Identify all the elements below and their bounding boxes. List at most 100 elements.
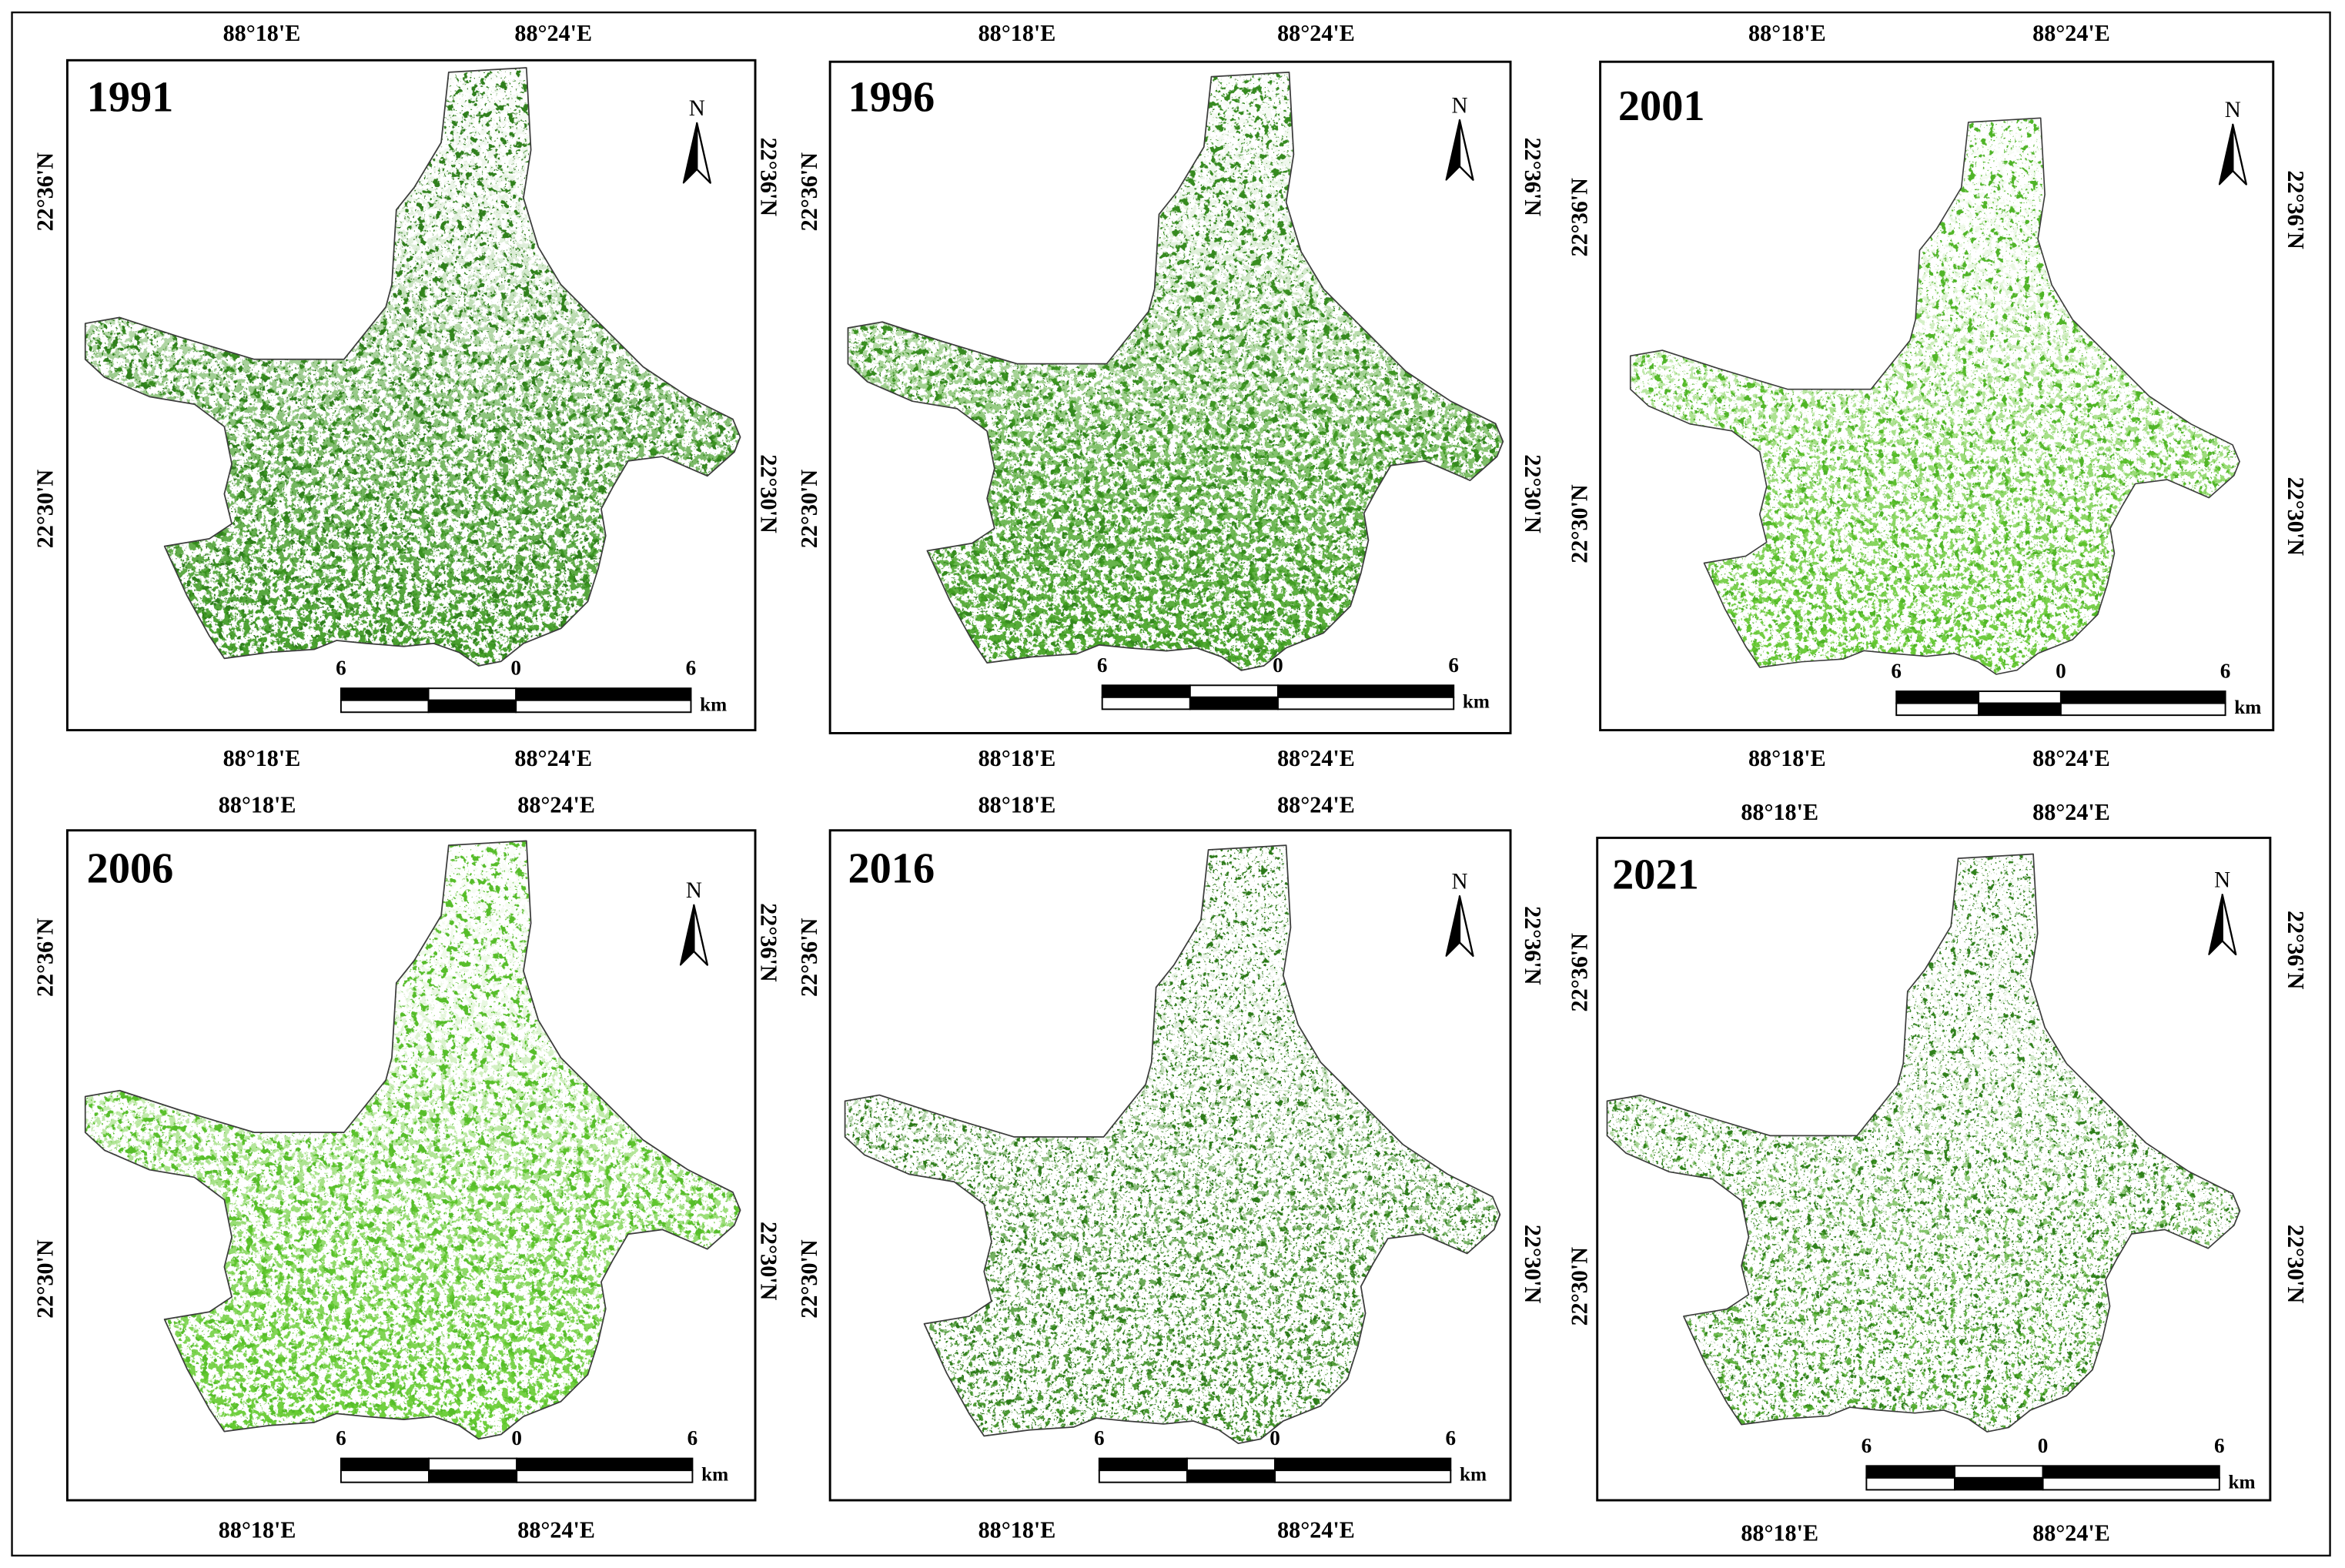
latitude-label-left: 22°30'N [1566, 1247, 1592, 1326]
longitude-label-top: 88°18'E [223, 20, 301, 46]
scale-bar-segment [1098, 1457, 1188, 1472]
north-arrow-icon [1445, 895, 1474, 958]
longitude-label-bottom: 88°18'E [978, 1517, 1056, 1543]
scale-bar-segment [2042, 1476, 2220, 1491]
north-arrow-label: N [689, 96, 705, 121]
scale-bar-segment [1189, 696, 1279, 710]
map-panel-1991: 1991 88°18'E 88°18'E 22°36'N 22°36'N 88°24'E 8… [32, 20, 781, 771]
longitude-label-top: 88°18'E [978, 791, 1056, 817]
scale-bar: 6 0 6km [1094, 1426, 1487, 1486]
north-arrow: N [2218, 98, 2247, 186]
latitude-label-left: 22°30'N [32, 1239, 58, 1319]
scale-bar-segment [1186, 1457, 1276, 1472]
longitude-label-bottom: 88°24'E [1277, 1517, 1355, 1543]
latitude-label-left: 22°30'N [32, 470, 58, 549]
scale-bar: 6 0 6km [336, 657, 727, 716]
scale-bar-segment [1101, 684, 1191, 698]
scale-bar-segment [1865, 1465, 1955, 1479]
scale-bar-label: 6 [2220, 660, 2231, 683]
longitude-label-top: 88°18'E [1748, 20, 1826, 46]
scale-bar-segment [516, 1469, 694, 1483]
scale-bar-segment [340, 1457, 430, 1472]
north-arrow-icon [679, 904, 709, 966]
scale-bar-segment [340, 687, 430, 701]
scale-bar-label: 6 [336, 657, 346, 680]
scale-bar-segment [340, 699, 430, 714]
scale-bar-segment [1865, 1476, 1955, 1491]
latitude-label-right: 22°36'N [1520, 906, 1546, 985]
scale-bar-segment [515, 699, 692, 714]
north-arrow-label: N [686, 878, 702, 903]
latitude-label-right: 22°30'N [1520, 1225, 1546, 1304]
north-arrow-icon [2208, 894, 2237, 956]
scale-bar-segment [427, 687, 517, 701]
map-panel-2016: 2016 88°18'E 88°18'E 22°36'N 22°36'N 88°24'E 8… [796, 791, 1546, 1543]
latitude-label-right: 22°36'N [755, 903, 781, 982]
scale-bar-unit: km [2228, 1471, 2255, 1493]
scale-bar-segment [1895, 690, 1980, 704]
year-label: 1996 [848, 73, 935, 121]
longitude-label-top: 88°18'E [1741, 799, 1818, 825]
scale-bar-label: 6 [686, 657, 697, 680]
scale-bar: 6 0 6km [336, 1426, 728, 1486]
latitude-label-right: 22°36'N [2283, 911, 2309, 990]
north-arrow-icon [1445, 119, 1474, 181]
scale-bar-segment [516, 1457, 694, 1472]
latitude-label-left: 22°36'N [796, 152, 822, 232]
scale-bar-label: 6 [687, 1426, 698, 1449]
scale-bar-segment [427, 699, 517, 714]
map-panel-2006: 2006 88°18'E 88°18'E 22°36'N 22°36'N 88°24'E 8… [32, 791, 781, 1543]
scale-bar-segment [1954, 1465, 2044, 1479]
study-area-boundary [84, 840, 741, 1440]
latitude-label-right: 22°30'N [755, 454, 781, 533]
latitude-label-left: 22°36'N [796, 918, 822, 997]
scale-bar-segment [1101, 696, 1191, 710]
longitude-label-top: 88°18'E [978, 20, 1056, 46]
scale-bar-segment [1276, 696, 1455, 710]
longitude-label-bottom: 88°18'E [219, 1517, 296, 1543]
scale-bar-unit: km [1460, 1464, 1487, 1486]
latitude-label-right: 22°30'N [2283, 477, 2309, 557]
study-area-boundary [84, 67, 741, 667]
scale-bar: 6 0 6km [1097, 654, 1490, 713]
scale-bar-segment [2042, 1465, 2220, 1479]
latitude-label-left: 22°36'N [32, 918, 58, 997]
latitude-label-right: 22°30'N [755, 1222, 781, 1301]
latitude-label-right: 22°30'N [2283, 1225, 2309, 1304]
longitude-label-top: 88°24'E [1277, 20, 1355, 46]
scale-bar-segment [1978, 702, 2062, 717]
longitude-label-bottom: 88°18'E [1748, 745, 1826, 771]
longitude-label-bottom: 88°24'E [2032, 1520, 2110, 1546]
map-panel-2001: 2001 88°18'E 88°18'E 22°36'N 22°36'N 88°24'E 8… [1566, 20, 2309, 771]
north-arrow: N [682, 96, 711, 184]
north-arrow-label: N [1451, 869, 1467, 894]
scale-bar-label: 6 [1862, 1434, 1872, 1457]
scale-bar-label: 6 [2214, 1434, 2225, 1457]
scale-bar: 6 0 6km [1891, 660, 2261, 719]
year-label: 2006 [87, 845, 174, 893]
study-area-boundary [1606, 853, 2241, 1433]
north-arrow-label: N [2225, 98, 2241, 122]
latitude-label-left: 22°36'N [1566, 933, 1592, 1012]
scale-bar-segment [1274, 1457, 1452, 1472]
study-area-boundary [847, 71, 1504, 671]
year-label: 2021 [1612, 851, 1699, 898]
longitude-label-bottom: 88°18'E [223, 745, 301, 771]
scale-bar-label: 6 [1448, 654, 1459, 677]
year-label: 2016 [848, 845, 935, 893]
scale-bar-segment [1274, 1469, 1452, 1483]
year-label: 1991 [87, 73, 174, 121]
north-arrow: N [679, 878, 709, 966]
scale-bar-label: 6 [1094, 1426, 1105, 1449]
scale-bar-label: 0 [2056, 660, 2066, 683]
scale-bar-segment [1098, 1469, 1188, 1483]
latitude-label-right: 22°36'N [755, 138, 781, 217]
longitude-label-bottom: 88°24'E [1277, 745, 1355, 771]
scale-bar-label: 6 [1891, 660, 1902, 683]
north-arrow-icon [682, 122, 711, 184]
scale-bar-segment [1186, 1469, 1276, 1483]
scale-bar-label: 0 [510, 657, 521, 680]
scale-bar-unit: km [700, 694, 727, 715]
year-label: 2001 [1618, 82, 1705, 130]
